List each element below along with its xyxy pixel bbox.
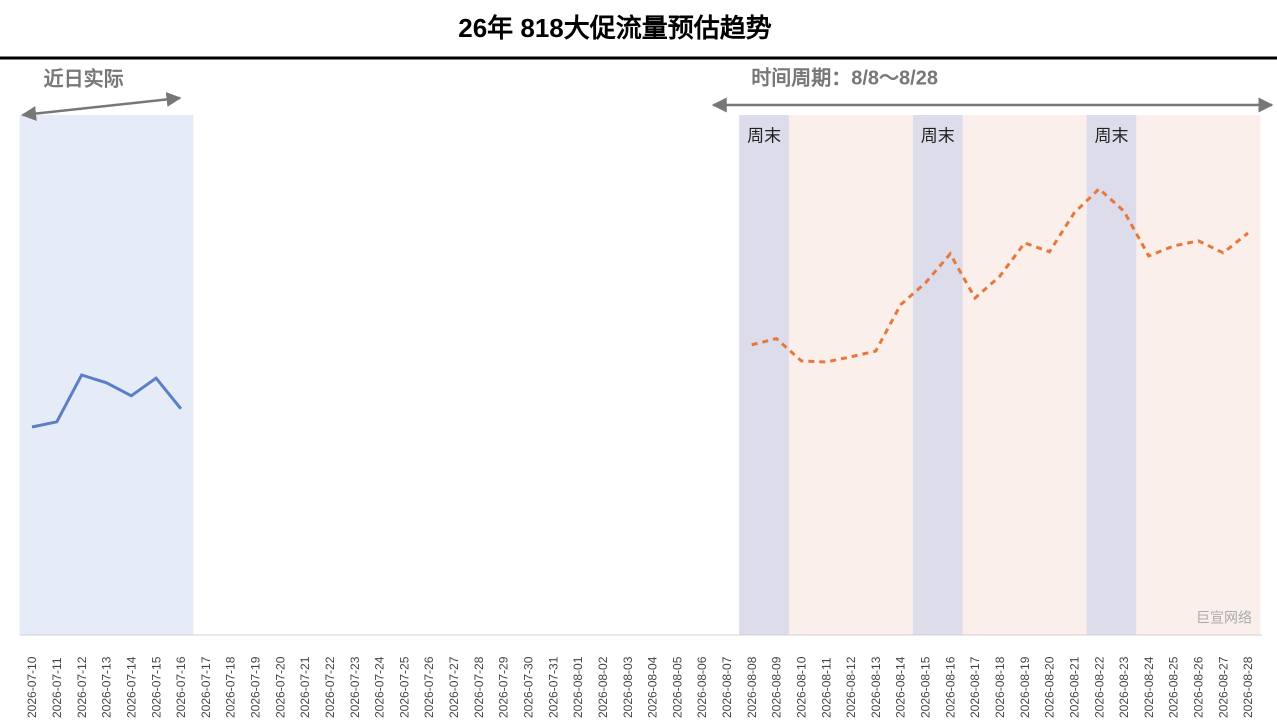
x-tick-label: 2026-07-11 (50, 657, 64, 718)
backgrounds (19, 115, 1261, 635)
x-tick-label: 2026-08-08 (745, 656, 759, 718)
x-tick-label: 2026-07-15 (149, 656, 163, 718)
x-tick-label: 2026-08-15 (919, 656, 933, 718)
x-tick-label: 2026-07-18 (224, 656, 238, 718)
x-tick-label: 2026-07-10 (25, 656, 39, 718)
x-tick-label: 2026-08-04 (646, 656, 660, 718)
x-tick-label: 2026-07-27 (447, 656, 461, 718)
x-tick-label: 2026-08-24 (1142, 656, 1156, 718)
x-tick-label: 2026-08-06 (695, 656, 709, 718)
watermark: 巨宣网络 (1196, 610, 1252, 626)
x-tick-label: 2026-07-20 (273, 656, 287, 718)
x-tick-label: 2026-08-28 (1241, 656, 1255, 718)
series-line (751, 186, 1249, 364)
x-tick-label: 2026-08-20 (1043, 656, 1057, 718)
x-tick-label: 2026-08-21 (1067, 656, 1081, 718)
x-tick-label: 2026-07-26 (422, 656, 436, 718)
weekend-label: 周末 (921, 126, 955, 145)
x-tick-label: 2026-08-11 (819, 657, 833, 718)
region-arrow (21, 91, 182, 122)
chart-title: 26年 818大促流量预估趋势 (458, 13, 772, 43)
x-tick-label: 2026-08-26 (1192, 656, 1206, 718)
x-tick-label: 2026-08-09 (770, 656, 784, 718)
x-tick-label: 2026-08-10 (794, 656, 808, 718)
x-tick-label: 2026-08-17 (968, 656, 982, 718)
region (19, 115, 194, 635)
x-tick-label: 2026-08-03 (621, 656, 635, 718)
x-tick-label: 2026-08-25 (1167, 656, 1181, 718)
weekend-band (912, 115, 963, 635)
x-tick-label: 2026-08-27 (1216, 656, 1230, 718)
x-tick-label: 2026-08-02 (596, 656, 610, 718)
x-tick-label: 2026-08-19 (1018, 656, 1032, 718)
x-tick-label: 2026-08-14 (894, 656, 908, 718)
x-tick-label: 2026-07-14 (124, 656, 138, 718)
region-label: 近日实际 (44, 66, 124, 90)
weekend-band (739, 115, 789, 635)
x-tick-label: 2026-08-07 (720, 656, 734, 718)
x-tick-label: 2026-08-12 (844, 656, 858, 718)
x-tick-label: 2026-07-21 (298, 656, 312, 718)
x-tick-label: 2026-07-19 (249, 656, 263, 718)
x-tick-label: 2026-08-16 (943, 656, 957, 718)
x-tick-label: 2026-08-22 (1092, 656, 1106, 718)
weekend-label: 周末 (1095, 126, 1129, 145)
series-line (31, 373, 183, 429)
weekend-label: 周末 (747, 126, 781, 145)
region-label: 时间周期：8/8～8/28 (751, 66, 938, 89)
x-tick-label: 2026-07-24 (373, 656, 387, 718)
x-tick-label: 2026-08-23 (1117, 656, 1131, 718)
x-tick-label: 2026-07-28 (472, 656, 486, 718)
x-tick-label: 2026-07-22 (323, 656, 337, 718)
x-tick-label: 2026-07-29 (497, 656, 511, 718)
x-tick-label: 2026-07-25 (397, 656, 411, 718)
x-tick-label: 2026-08-01 (571, 656, 585, 718)
x-tick-label: 2026-08-13 (869, 656, 883, 718)
x-tick-label: 2026-07-31 (546, 656, 560, 718)
x-tick-label: 2026-07-13 (100, 656, 114, 718)
x-tick-label: 2026-07-17 (199, 656, 213, 718)
x-tick-label: 2026-07-23 (348, 656, 362, 718)
x-tick-label: 2026-07-16 (174, 656, 188, 718)
x-tick-label: 2026-08-18 (993, 656, 1007, 718)
region (739, 115, 1261, 635)
x-tick-label: 2026-07-30 (521, 656, 535, 718)
x-tick-label: 2026-07-12 (75, 656, 89, 718)
x-tick-label: 2026-08-05 (670, 656, 684, 718)
